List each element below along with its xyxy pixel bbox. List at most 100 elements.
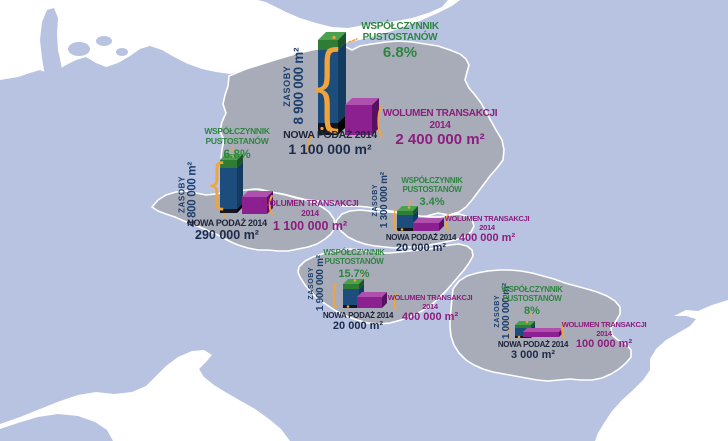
volume-word: WOLUMEN TRANSAKCJI 2014 bbox=[444, 214, 530, 232]
bar-black-front bbox=[318, 123, 338, 135]
vacancy-word-1: WSPÓŁCZYNNIK bbox=[401, 176, 463, 185]
bar-green-side bbox=[413, 206, 418, 215]
stock-value: 8 900 000 m² bbox=[291, 47, 307, 125]
bar-purple-side bbox=[372, 98, 379, 135]
stock-brace: { bbox=[389, 205, 400, 233]
supply-label-poland: NOWA PODAŻ 2014 1 100 000 m² bbox=[282, 129, 378, 157]
supply-pointer-poland bbox=[306, 135, 312, 152]
bar-green-front bbox=[318, 40, 338, 50]
volume-value: 1 100 000 m² bbox=[272, 218, 348, 233]
bar-green-side bbox=[359, 279, 364, 289]
vacancy-word-1: WSPÓŁCZYNNIK bbox=[501, 285, 563, 294]
vacancy-word-2: PUSTOSTANÓW bbox=[402, 184, 462, 194]
stock-label-slovakia: ZASOBY 1 300 000 m² bbox=[372, 169, 390, 231]
vacancy-label-romania: WSPÓŁCZYNNIK PUSTOSTANÓW 8% bbox=[492, 285, 572, 317]
island bbox=[96, 36, 112, 46]
stock-word: ZASOBY bbox=[371, 183, 379, 217]
vacancy-value: 3.4% bbox=[419, 195, 445, 208]
bar-green-front bbox=[220, 160, 237, 168]
bar-green-front bbox=[397, 211, 413, 215]
vacancy-label-poland: WSPÓŁCZYNNIK PUSTOSTANÓW 6.8% bbox=[352, 21, 448, 61]
volume-value: 400 000 m² bbox=[458, 232, 516, 245]
volume-bracket-slovakia bbox=[445, 214, 449, 231]
bar-green-front bbox=[515, 325, 531, 328]
volume-bar-hungary bbox=[357, 292, 387, 308]
supply-label-slovakia: NOWA PODAŻ 2014 20 000 m² bbox=[381, 233, 461, 254]
bar-green-top bbox=[515, 321, 535, 325]
pointer-dot bbox=[517, 335, 521, 339]
vacancy-value: 15.7% bbox=[338, 267, 370, 280]
vacancy-label-hungary: WSPÓŁCZYNNIK PUSTOSTANÓW 15.7% bbox=[314, 248, 394, 280]
stock-word: ZASOBY bbox=[177, 176, 187, 213]
stock-brace: { bbox=[206, 154, 228, 215]
bar-blue-side bbox=[338, 42, 346, 123]
bar-black-front bbox=[343, 305, 359, 308]
land-jutland bbox=[40, 8, 63, 76]
bar-green-front bbox=[343, 284, 359, 289]
bar-purple-front bbox=[357, 297, 382, 308]
volume-bar-slovakia bbox=[413, 218, 444, 231]
volume-bracket-hungary bbox=[393, 293, 397, 310]
supply-word: NOWA PODAŻ 2014 bbox=[497, 340, 569, 349]
volume-bar-poland bbox=[345, 98, 379, 135]
bar-black-front bbox=[397, 228, 413, 231]
vacancy-value: 8% bbox=[524, 304, 540, 317]
supply-value: 3 000 m² bbox=[510, 349, 556, 362]
map-czech-republic bbox=[151, 188, 336, 252]
bar-blue-front bbox=[397, 215, 413, 228]
supply-value: 20 000 m² bbox=[332, 320, 384, 333]
vacancy-word-2: PUSTOSTANÓW bbox=[324, 256, 384, 266]
stock-brace: { bbox=[506, 320, 514, 341]
pointer-dot bbox=[346, 305, 350, 308]
stock-label-poland: ZASOBY 8 900 000 m² bbox=[282, 36, 307, 136]
stock-brace: { bbox=[308, 32, 346, 141]
supply-value: 20 000 m² bbox=[395, 242, 447, 255]
supply-label-romania: NOWA PODAŻ 2014 3 000 m² bbox=[493, 340, 573, 361]
supply-value: 290 000 m² bbox=[195, 228, 259, 243]
bar-purple-top bbox=[357, 292, 387, 297]
stock-value: 1 300 000 m² bbox=[379, 172, 391, 229]
volume-label-romania: WOLUMEN TRANSAKCJI 2014 100 000 m² bbox=[554, 320, 654, 351]
bar-blue-side bbox=[237, 162, 243, 209]
land-italy bbox=[0, 414, 113, 441]
volume-word: WOLUMEN TRANSAKCJI 2014 bbox=[382, 108, 498, 131]
supply-word: NOWA PODAŻ 2014 bbox=[187, 218, 267, 228]
volume-bar-czech bbox=[242, 191, 273, 214]
vacancy-label-czech: WSPÓŁCZYNNIK PUSTOSTANÓW 6.8% bbox=[197, 126, 277, 161]
bar-blue-front bbox=[220, 168, 237, 209]
supply-label-hungary: NOWA PODAŻ 2014 20 000 m² bbox=[318, 311, 398, 332]
bar-blue-front bbox=[343, 289, 359, 305]
supply-label-czech: NOWA PODAŻ 2014 290 000 m² bbox=[187, 218, 267, 242]
supply-word: NOWA PODAŻ 2014 bbox=[283, 129, 377, 141]
volume-bracket-romania bbox=[561, 321, 565, 338]
volume-value: 400 000 m² bbox=[401, 311, 459, 324]
volume-label-czech: WOLUMEN TRANSAKCJI 2014 1 100 000 m² bbox=[260, 198, 360, 233]
vacancy-word-2: PUSTOSTANÓW bbox=[362, 32, 438, 44]
sea-black bbox=[595, 300, 728, 441]
volume-bracket-poland bbox=[377, 105, 383, 138]
bar-purple-side bbox=[382, 292, 387, 308]
volume-word: WOLUMEN TRANSAKCJI 2014 bbox=[561, 320, 647, 338]
volume-bracket-czech bbox=[268, 195, 273, 215]
bar-green-top bbox=[318, 32, 346, 40]
volume-value: 100 000 m² bbox=[575, 338, 633, 351]
supply-word: NOWA PODAŻ 2014 bbox=[322, 311, 394, 320]
bar-black-front bbox=[220, 209, 237, 213]
bar-green-top bbox=[397, 206, 418, 211]
island bbox=[68, 42, 90, 56]
pointer-dot bbox=[332, 35, 336, 40]
bar-purple-top bbox=[523, 328, 563, 332]
vacancy-word-1: WSPÓŁCZYNNIK bbox=[323, 248, 385, 257]
stock-brace: { bbox=[329, 280, 340, 310]
map-hungary bbox=[297, 243, 474, 325]
bar-green-side bbox=[531, 321, 535, 328]
bar-green-side bbox=[338, 32, 346, 50]
stock-bar-hungary bbox=[343, 279, 364, 308]
supply-word: NOWA PODAŻ 2014 bbox=[385, 233, 457, 242]
bar-purple-front bbox=[242, 197, 267, 214]
bar-green-top bbox=[343, 279, 364, 284]
bar-black-side bbox=[338, 115, 346, 135]
stock-bar-poland bbox=[318, 32, 346, 135]
